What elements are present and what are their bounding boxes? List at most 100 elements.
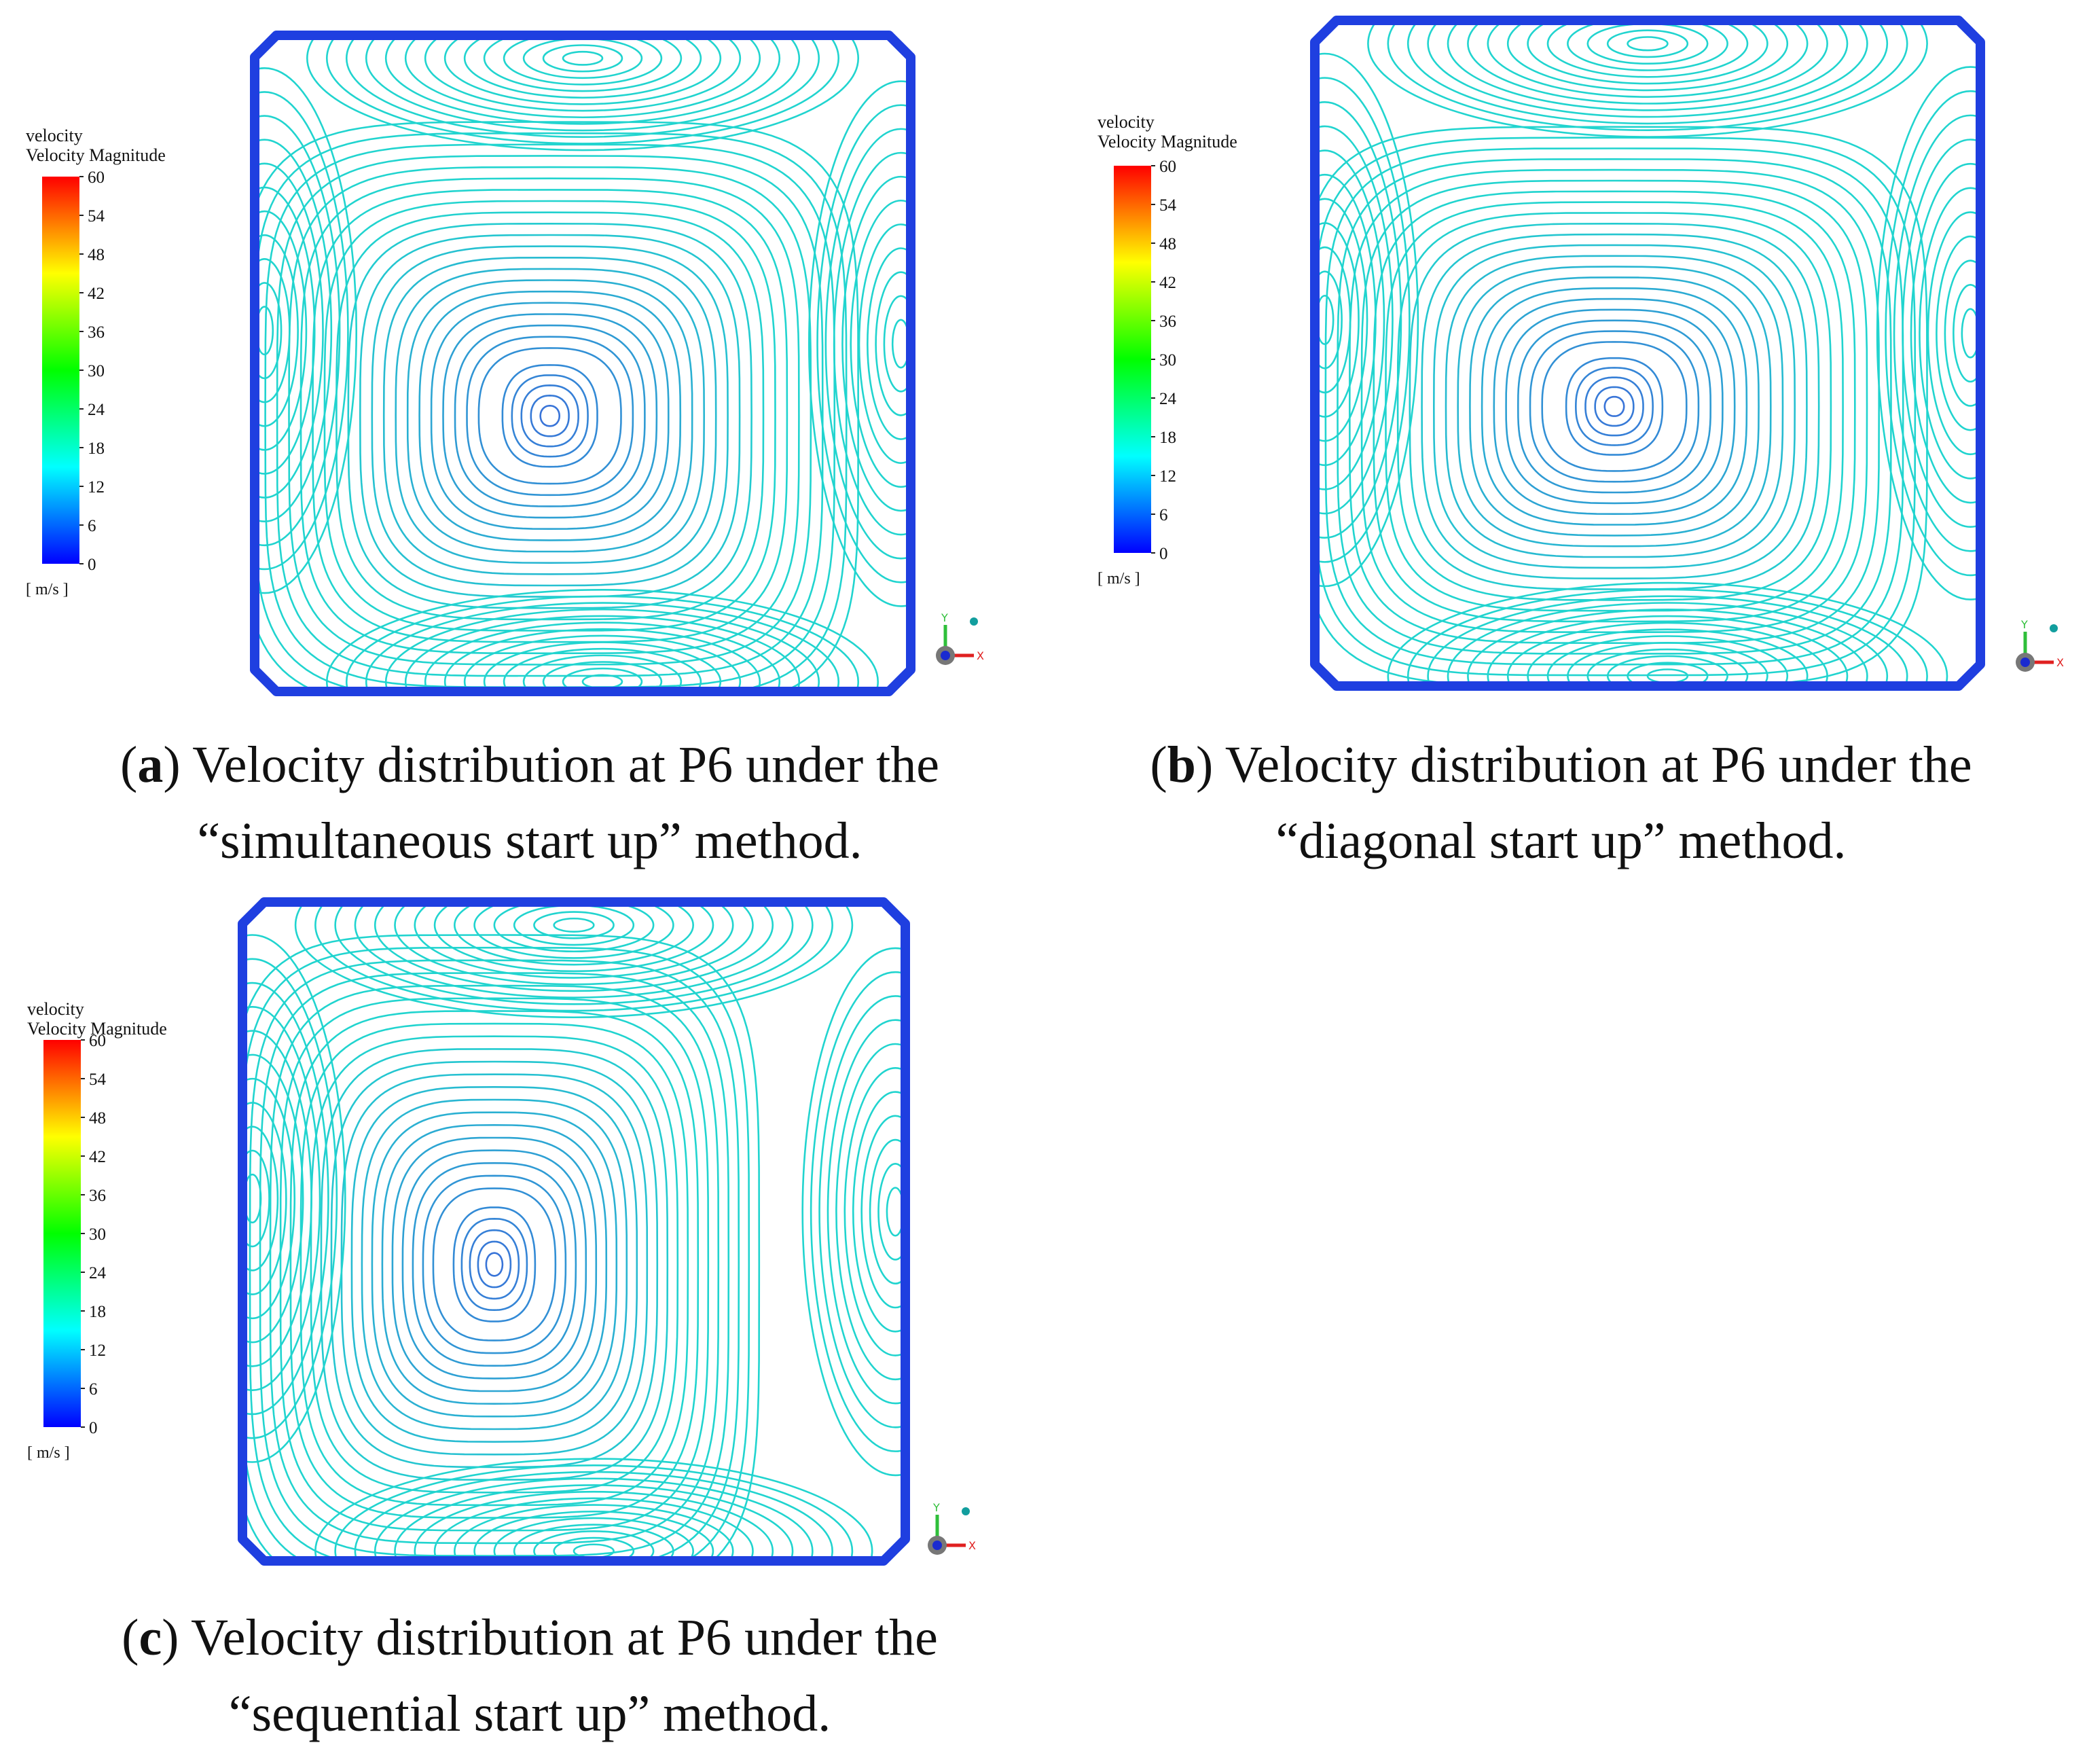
edge-contour	[463, 35, 702, 99]
vortex-contour	[1481, 287, 1748, 526]
vortex-contour	[1493, 298, 1736, 516]
vortex-contour	[422, 1174, 567, 1354]
vortex-contour	[255, 121, 860, 691]
legend-tick-label: 24	[89, 1264, 107, 1282]
vortex-contour	[1517, 319, 1712, 494]
legend-unit: [ m/s ]	[27, 1444, 70, 1462]
side-contour	[1944, 259, 1980, 407]
edge-contour	[374, 1477, 814, 1561]
edge-contour	[294, 902, 854, 1019]
vortex-contour	[1457, 266, 1772, 547]
side-contour	[1885, 90, 1980, 577]
legend-tick-label: 42	[1159, 274, 1176, 292]
contour-plot-c	[238, 897, 910, 1566]
side-contour	[242, 1149, 270, 1248]
vortex-contour	[477, 347, 622, 485]
edge-contour	[1606, 655, 1728, 686]
legend-colorbar	[1114, 166, 1151, 553]
side-contour	[255, 210, 308, 451]
edge-contour	[553, 917, 595, 933]
vortex-contour	[249, 959, 740, 1561]
edge-contour	[454, 1504, 734, 1561]
legend-tick-label: 54	[89, 1070, 107, 1089]
side-contour	[833, 151, 911, 536]
edge-contour	[1586, 648, 1749, 686]
y-axis-label: Y	[932, 1501, 940, 1514]
legend-tick-label: 54	[1159, 196, 1177, 215]
side-contour	[827, 1019, 905, 1405]
vortex-contour	[1337, 158, 1892, 655]
x-axis-label: X	[977, 649, 984, 662]
legend-unit: [ m/s ]	[26, 581, 69, 598]
side-contour	[255, 162, 324, 499]
edge-contour	[1427, 20, 1868, 118]
vortex-contour	[300, 1022, 689, 1507]
edge-contour	[1546, 20, 1749, 78]
caption-c-letter: c	[139, 1609, 162, 1666]
edge-contour	[533, 911, 615, 939]
vortex-contour	[1603, 395, 1625, 417]
edge-contour	[581, 674, 623, 689]
edge-contour	[334, 1464, 854, 1561]
contour-lines	[1315, 20, 1980, 686]
edge-contour	[1506, 20, 1789, 92]
edge-contour	[314, 902, 833, 1012]
caption-b-line1: (b) Velocity distribution at P6 under th…	[1150, 736, 1972, 793]
caption-c-line1: (c) Velocity distribution at P6 under th…	[122, 1609, 938, 1666]
vortex-contour	[454, 324, 646, 507]
legend-tick-label: 18	[89, 1303, 106, 1321]
side-contour	[255, 258, 291, 403]
side-contour	[824, 128, 911, 560]
legend-tick-label: 42	[88, 285, 105, 303]
legend-colorbar	[43, 1040, 81, 1427]
edge-contour	[1467, 20, 1828, 105]
side-contour	[242, 934, 346, 1463]
vortex-contour	[1445, 255, 1784, 558]
legend-tick-label: 18	[1159, 429, 1176, 447]
side-contour	[255, 282, 283, 380]
vortex-contour	[371, 245, 729, 587]
legend-tick-label: 60	[89, 1032, 106, 1050]
side-contour	[883, 295, 911, 393]
vortex-contour	[418, 290, 682, 541]
edge-contour	[562, 50, 604, 66]
panel-c: velocity Velocity Magnitude 605448423630…	[27, 897, 976, 1566]
vortex-contour	[511, 374, 589, 458]
edge-contour	[443, 628, 761, 691]
edge-contour	[1506, 622, 1828, 686]
side-contour	[1315, 222, 1360, 418]
vortex-contour	[401, 1149, 587, 1380]
edge-contour	[394, 902, 754, 986]
caption-a: (a) Velocity distribution at P6 under th…	[0, 727, 1059, 879]
legend-tick-label: 6	[89, 1380, 98, 1399]
legend-colorbar	[42, 177, 79, 564]
side-contour	[818, 995, 905, 1428]
side-contour	[860, 1115, 905, 1309]
legend-tick-label: 30	[89, 1225, 106, 1244]
vortex-contour	[1565, 357, 1664, 456]
side-contour	[1315, 198, 1368, 442]
legend-tick-label: 6	[88, 517, 96, 535]
edge-contour	[493, 1517, 694, 1561]
edge-contour	[1627, 662, 1709, 686]
axis-triad-c: YX	[928, 1501, 976, 1555]
axis-triad-b: YX	[2016, 618, 2064, 672]
caption-a-letter: a	[137, 736, 164, 793]
vortex-contour	[279, 997, 710, 1532]
edge-contour	[365, 35, 801, 132]
edge-contour	[325, 588, 879, 691]
side-contour	[242, 958, 338, 1439]
edge-contour	[503, 647, 702, 691]
vortex-contour	[382, 256, 717, 575]
edge-contour	[562, 667, 643, 691]
side-contour	[852, 1091, 905, 1333]
caption-a-line1: (a) Velocity distribution at P6 under th…	[120, 736, 939, 793]
edge-contour	[1407, 588, 1928, 686]
side-contour	[255, 91, 349, 571]
side-contour	[255, 186, 316, 475]
vortex-contour	[276, 155, 824, 677]
side-contour	[869, 1138, 905, 1285]
side-contour	[1315, 149, 1385, 490]
